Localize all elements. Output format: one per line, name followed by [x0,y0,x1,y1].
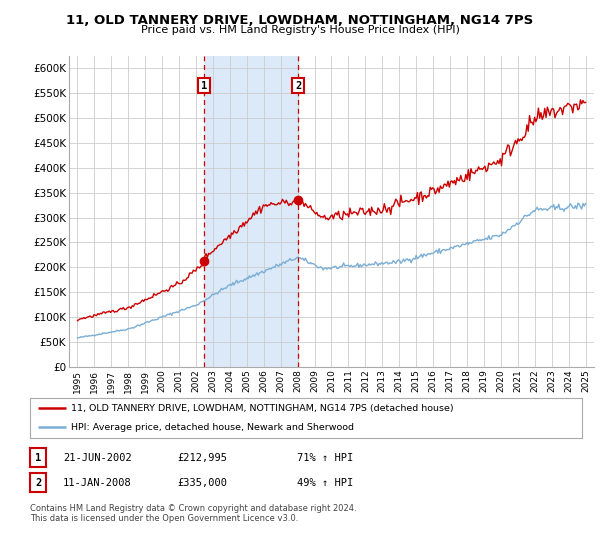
Text: 1: 1 [201,81,207,91]
Text: £335,000: £335,000 [177,478,227,488]
Text: 11, OLD TANNERY DRIVE, LOWDHAM, NOTTINGHAM, NG14 7PS: 11, OLD TANNERY DRIVE, LOWDHAM, NOTTINGH… [67,14,533,27]
Text: £212,995: £212,995 [177,452,227,463]
Bar [204,56,298,367]
Text: 49% ↑ HPI: 49% ↑ HPI [297,478,353,488]
Text: Contains HM Land Registry data © Crown copyright and database right 2024.
This d: Contains HM Land Registry data © Crown c… [30,504,356,524]
Text: 1: 1 [35,452,41,463]
Text: 2: 2 [35,478,41,488]
Text: Price paid vs. HM Land Registry's House Price Index (HPI): Price paid vs. HM Land Registry's House … [140,25,460,35]
Text: 2: 2 [295,81,301,91]
Text: 11, OLD TANNERY DRIVE, LOWDHAM, NOTTINGHAM, NG14 7PS (detached house): 11, OLD TANNERY DRIVE, LOWDHAM, NOTTINGH… [71,404,454,413]
Text: 71% ↑ HPI: 71% ↑ HPI [297,452,353,463]
Text: 21-JUN-2002: 21-JUN-2002 [63,452,132,463]
Text: HPI: Average price, detached house, Newark and Sherwood: HPI: Average price, detached house, Newa… [71,423,355,432]
Text: 11-JAN-2008: 11-JAN-2008 [63,478,132,488]
